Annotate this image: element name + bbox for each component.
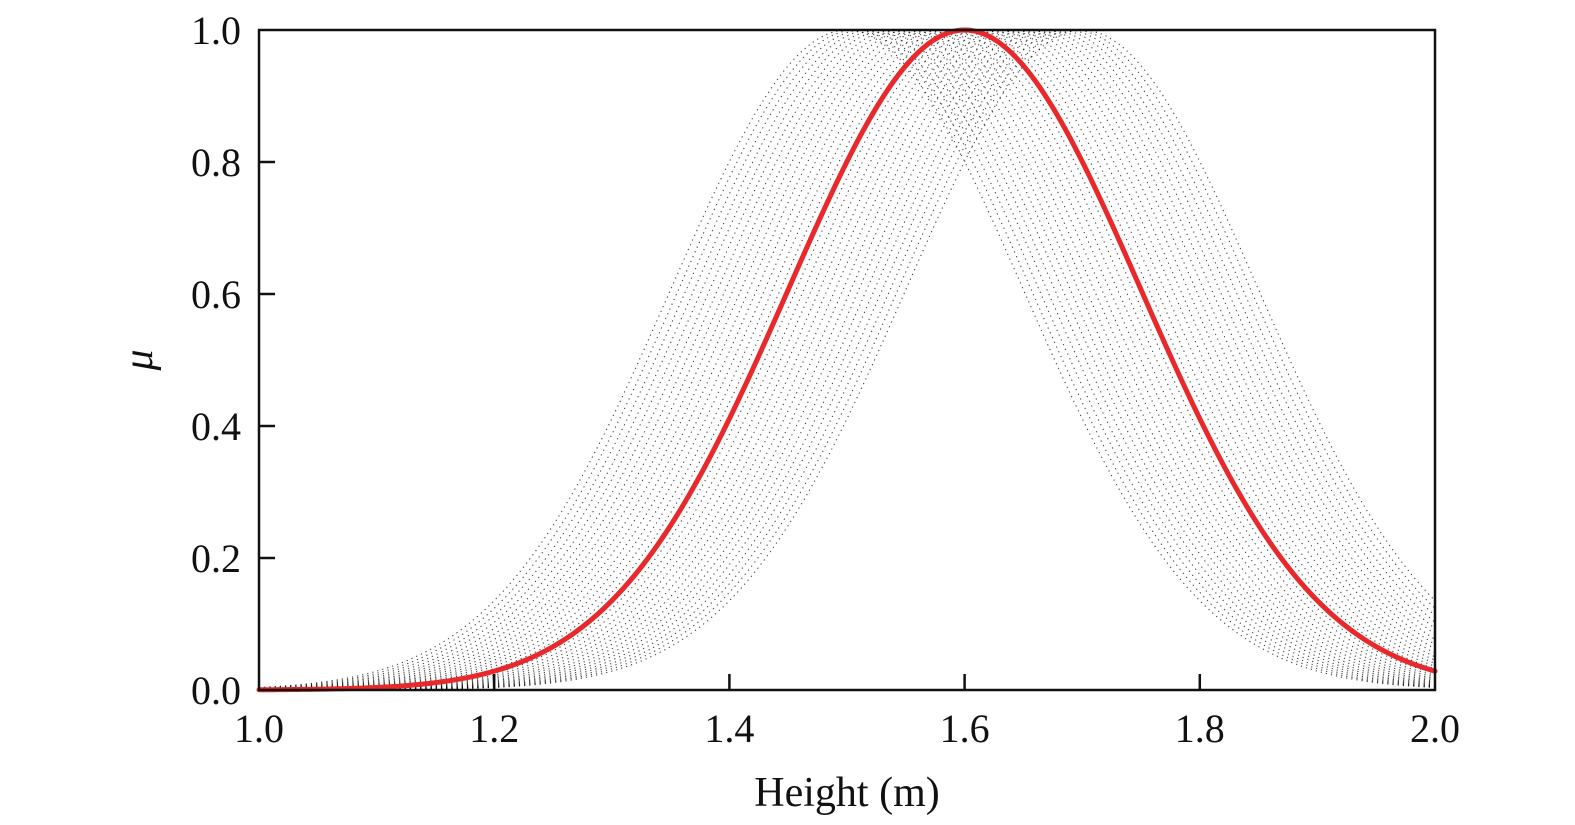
x-tick-label: 1.8 <box>1175 706 1225 751</box>
y-tick-label: 0.8 <box>191 140 241 185</box>
x-tick-label: 1.6 <box>940 706 990 751</box>
x-axis: 1.0 1.2 1.4 1.6 1.8 2.0 <box>234 674 1460 751</box>
band-curve <box>259 29 1436 691</box>
band-curve <box>258 29 1436 691</box>
band-curve <box>258 29 1436 690</box>
uncertainty-band <box>258 29 1436 691</box>
band-curve <box>258 29 1436 691</box>
y-tick-label: 0.6 <box>191 272 241 317</box>
band-curve <box>258 29 1436 691</box>
band-curve <box>258 29 1436 689</box>
band-curve <box>258 29 1436 691</box>
band-curve <box>258 29 1436 691</box>
x-tick-label: 1.0 <box>234 706 284 751</box>
y-axis: 0.0 0.2 0.4 0.6 0.8 1.0 <box>191 8 275 713</box>
y-tick-label: 0.2 <box>191 536 241 581</box>
x-axis-label: Height (m) <box>754 770 939 816</box>
y-axis-label: μ <box>116 349 162 371</box>
x-tick-label: 1.2 <box>469 706 519 751</box>
band-curve <box>258 29 1436 691</box>
band-curve <box>258 29 1436 691</box>
band-curve <box>258 29 1436 690</box>
band-curve <box>258 29 1436 691</box>
band-curve <box>258 29 1436 690</box>
band-curve <box>258 29 1436 689</box>
band-curve <box>258 29 1436 691</box>
band-curve <box>258 29 1436 691</box>
band-curve <box>259 29 1436 691</box>
band-curve <box>258 29 1436 691</box>
band-curve <box>258 29 1436 690</box>
plot-frame <box>257 28 1437 692</box>
band-curve <box>258 29 1436 691</box>
band-curve <box>259 29 1436 691</box>
y-tick-label: 0.4 <box>191 404 241 449</box>
band-curve <box>258 29 1436 691</box>
band-curve <box>258 29 1436 691</box>
band-curve <box>258 29 1436 689</box>
band-curve <box>258 29 1436 691</box>
x-tick-label: 2.0 <box>1410 706 1460 751</box>
y-tick-label: 1.0 <box>191 8 241 53</box>
band-curve <box>258 29 1436 690</box>
band-curve <box>258 29 1436 690</box>
band-curve <box>259 29 1436 691</box>
band-curve <box>258 29 1436 691</box>
y-tick-label: 0.0 <box>191 668 241 713</box>
main-series-line <box>256 27 1438 693</box>
band-curve <box>258 29 1436 691</box>
x-tick-label: 1.4 <box>704 706 754 751</box>
